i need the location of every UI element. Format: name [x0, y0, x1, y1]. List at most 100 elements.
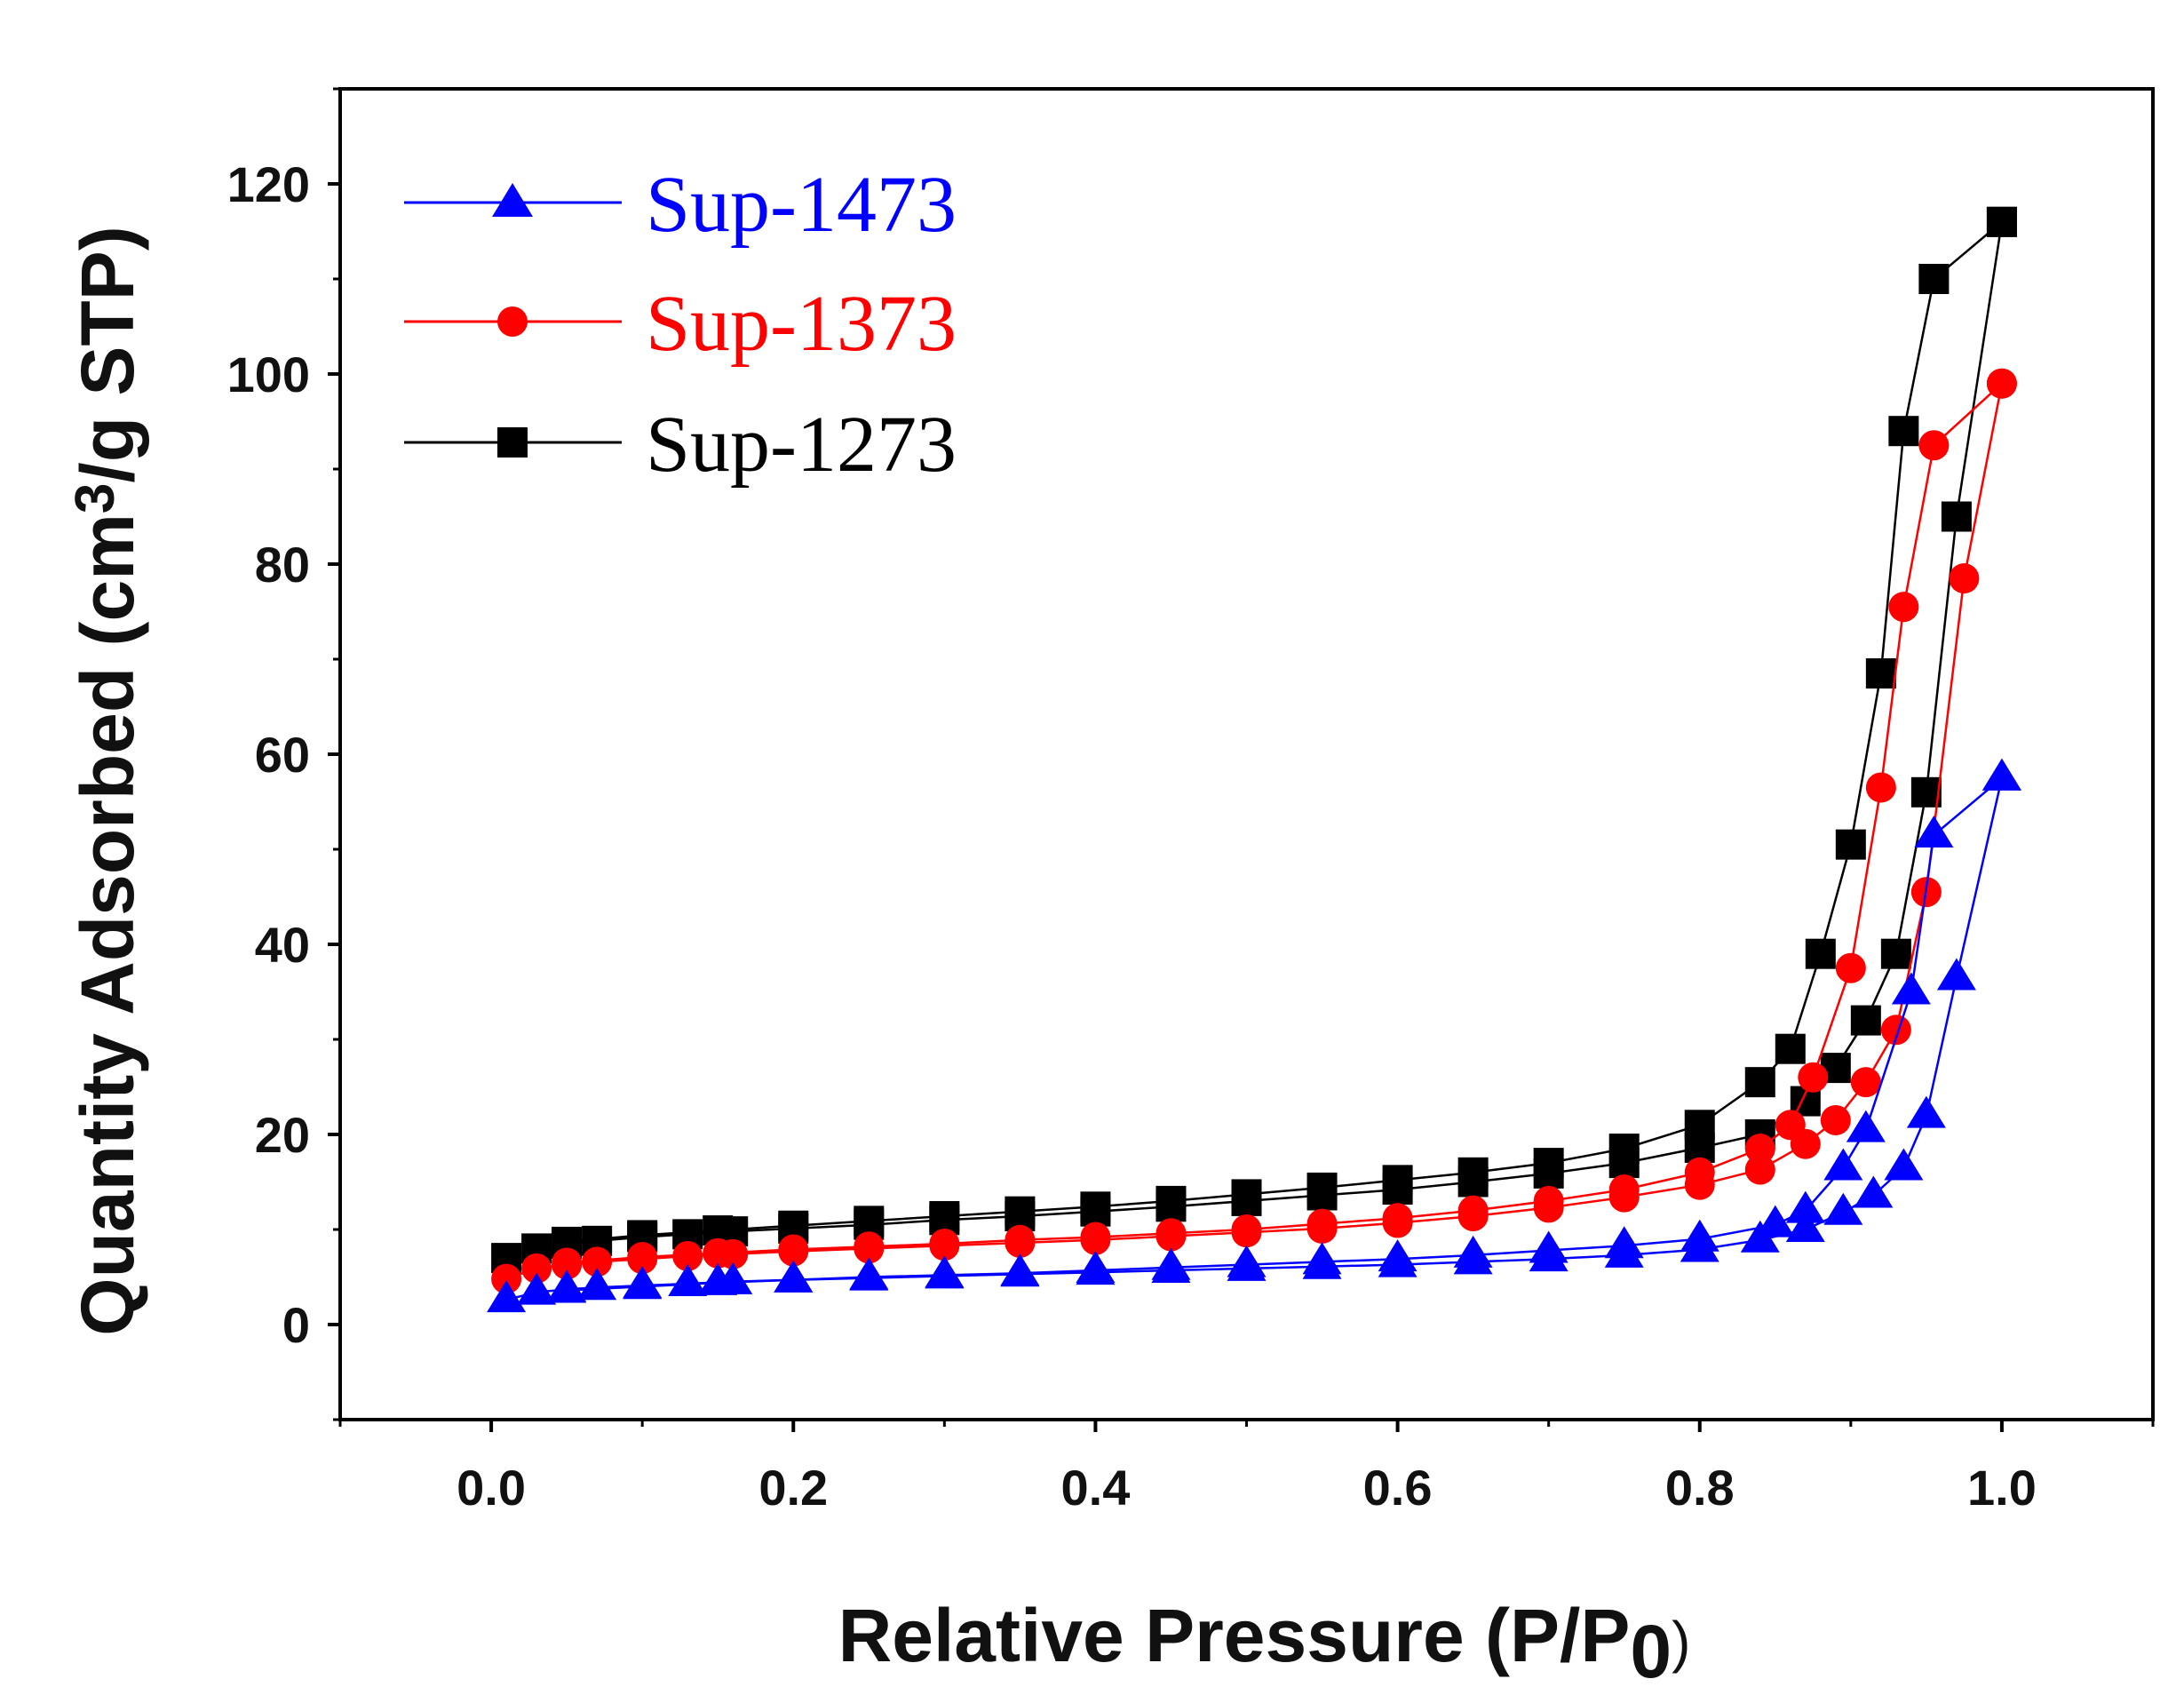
data-point-triangle	[1906, 1095, 1946, 1128]
x-axis-title-close: )	[1672, 1610, 1690, 1674]
y-tick-label: 100	[227, 346, 310, 402]
x-axis-title: Relative Pressure (P/P0)	[838, 1594, 1691, 1693]
legend-label-sup-1273: Sup-1273	[646, 401, 957, 489]
data-point-square	[1306, 1172, 1338, 1203]
x-tick-label: 0.4	[1060, 1460, 1130, 1516]
data-point-square	[1156, 1185, 1187, 1216]
data-point-square	[1457, 1157, 1489, 1188]
data-point-triangle	[517, 1272, 557, 1305]
series-sup-1473	[487, 758, 2021, 1313]
data-point-triangle	[1785, 1190, 1825, 1223]
data-point-circle	[1888, 592, 1919, 623]
data-point-circle	[1798, 1062, 1829, 1093]
data-point-circle	[778, 1234, 809, 1265]
x-tick-label: 0.8	[1665, 1460, 1735, 1516]
series-sup-1273	[491, 206, 2017, 1274]
data-point-circle	[1850, 1067, 1881, 1098]
data-point-circle	[929, 1229, 960, 1260]
legend-label-sup-1373: Sup-1373	[646, 280, 957, 368]
data-point-triangle	[1378, 1239, 1418, 1272]
data-point-circle	[1775, 1110, 1806, 1141]
data-point-circle	[1306, 1208, 1338, 1239]
data-point-triangle	[1981, 758, 2021, 791]
data-point-circle	[1880, 1015, 1911, 1046]
data-point-triangle	[1680, 1219, 1719, 1252]
data-point-square	[929, 1201, 960, 1232]
legend-label-sup-1473: Sup-1473	[646, 161, 957, 249]
data-point-triangle	[487, 1280, 527, 1313]
x-tick-label: 0.2	[758, 1460, 828, 1516]
data-point-triangle	[1823, 1192, 1863, 1225]
data-point-circle	[521, 1253, 552, 1284]
data-point-triangle	[1854, 1175, 1894, 1208]
data-point-circle	[1382, 1203, 1413, 1234]
x-tick-label: 1.0	[1967, 1460, 2037, 1516]
data-point-triangle	[668, 1263, 708, 1296]
data-point-circle	[1744, 1154, 1775, 1185]
data-point-square	[1005, 1196, 1036, 1227]
data-point-square	[1835, 829, 1866, 860]
data-point-triangle	[547, 1270, 587, 1303]
data-point-triangle	[925, 1255, 965, 1288]
ticks-layer	[328, 87, 2155, 1432]
adsorption-line	[505, 221, 2004, 1260]
data-point-triangle	[623, 1267, 663, 1300]
data-point-triangle	[1604, 1226, 1644, 1259]
data-point-triangle	[1914, 815, 1954, 848]
data-point-triangle	[1884, 1148, 1924, 1181]
data-point-triangle	[774, 1260, 814, 1293]
data-point-circle	[1744, 1134, 1775, 1165]
legend-marker-circle-icon	[497, 306, 528, 337]
data-point-square	[1608, 1134, 1640, 1165]
x-axis-title-main: Relative Pressure (P/P	[838, 1594, 1631, 1677]
data-point-square	[1865, 658, 1896, 689]
data-point-circle	[854, 1231, 885, 1262]
y-tick-label: 120	[227, 156, 310, 212]
data-point-circle	[1608, 1174, 1640, 1206]
data-point-square	[1080, 1191, 1111, 1222]
data-point-circle	[1005, 1224, 1036, 1255]
data-point-circle	[1865, 772, 1896, 803]
data-point-square	[1744, 1067, 1775, 1098]
data-point-triangle	[1453, 1235, 1493, 1268]
data-point-triangle	[1076, 1251, 1116, 1284]
y-tick-label: 80	[255, 537, 310, 593]
series-sup-1373	[491, 368, 2017, 1294]
data-point-square	[1850, 1005, 1881, 1036]
adsorption-line	[505, 383, 2004, 1280]
data-point-square	[1805, 938, 1836, 969]
data-point-triangle	[1529, 1230, 1569, 1263]
x-tick-label: 0.6	[1363, 1460, 1433, 1516]
data-point-circle	[1986, 368, 2017, 399]
data-point-square	[1775, 1033, 1806, 1064]
y-tick-label: 20	[255, 1107, 310, 1163]
y-axis-title-main: Quantity Adsorbed (cm	[66, 513, 149, 1336]
data-point-circle	[1949, 563, 1980, 594]
data-point-triangle	[1302, 1242, 1342, 1275]
x-tick-label: 0.0	[457, 1460, 526, 1516]
legend-marker-triangle-icon	[492, 183, 533, 217]
series-layer	[487, 206, 2021, 1313]
data-point-circle	[1835, 952, 1866, 983]
y-tick-label: 0	[282, 1297, 310, 1353]
data-point-triangle	[849, 1257, 889, 1290]
data-point-triangle	[577, 1268, 617, 1301]
data-point-circle	[1820, 1104, 1851, 1135]
data-point-square	[1231, 1179, 1262, 1210]
data-point-triangle	[1936, 958, 1976, 991]
legend-entry-sup-1273: Sup-1273	[404, 401, 957, 489]
data-point-circle	[1918, 430, 1950, 461]
data-point-square	[1533, 1148, 1564, 1179]
data-point-circle	[627, 1242, 658, 1273]
data-point-triangle	[1823, 1148, 1863, 1181]
data-point-triangle	[1227, 1245, 1267, 1277]
data-point-circle	[1457, 1195, 1489, 1226]
legend-marker-square-icon	[497, 427, 528, 458]
data-point-square	[1888, 416, 1919, 447]
y-tick-label: 40	[255, 917, 310, 973]
data-point-square	[1880, 938, 1911, 969]
data-point-circle	[1080, 1222, 1111, 1253]
data-point-square	[1918, 264, 1950, 294]
tick-label-layer: 0.0 0.2 0.4 0.6 0.8 1.0 0 20 40 60 80 100 120	[227, 156, 2037, 1516]
